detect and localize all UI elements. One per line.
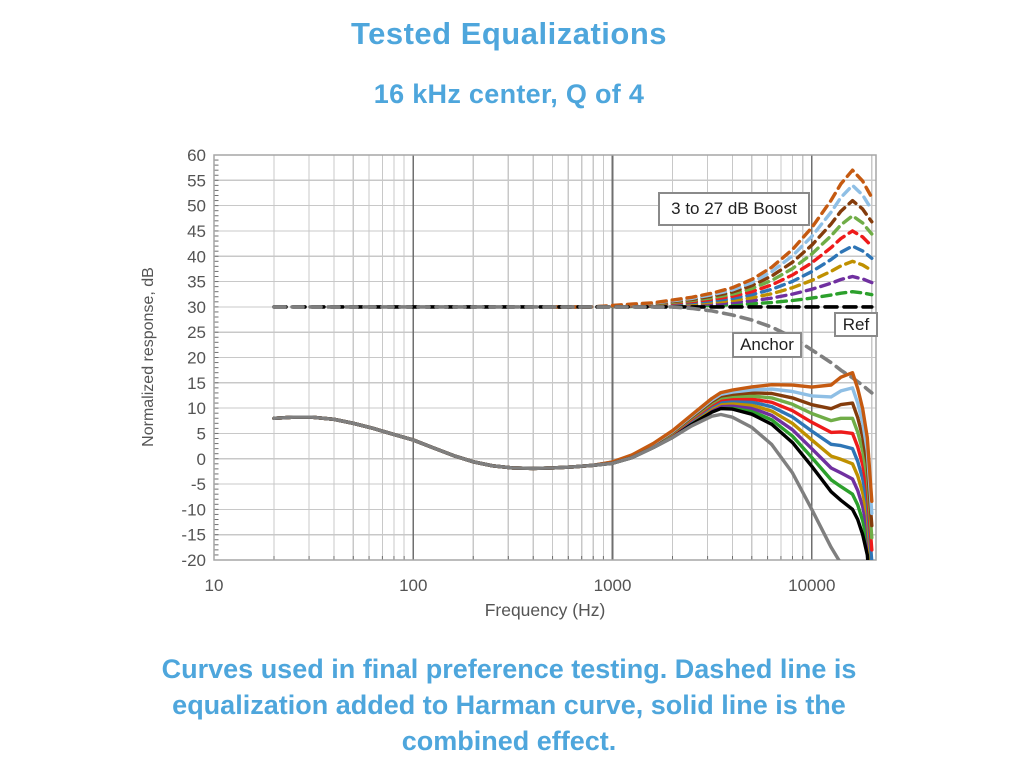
y-tick-label: 45 [187,222,206,241]
y-tick-label: 20 [187,349,206,368]
x-tick-label: 1000 [594,576,632,595]
figure-caption: Curves used in final preference testing.… [59,651,959,759]
y-tick-label: 50 [187,197,206,216]
y-tick-label: -10 [181,500,206,519]
ref-annotation: Ref [834,312,878,337]
y-tick-label: 15 [187,374,206,393]
anchor-annotation: Anchor [732,332,802,358]
y-tick-label: 40 [187,247,206,266]
caption-line: Curves used in final preference testing.… [161,654,857,684]
y-axis-title: Normalized response, dB [140,267,157,447]
x-tick-label: 100 [399,576,427,595]
y-tick-label: -5 [191,475,206,494]
caption-line: combined effect. [401,726,617,756]
caption-line: equalization added to Harman curve, soli… [172,690,846,720]
y-tick-label: -15 [181,526,206,545]
eq-chart: 60 55 50 45 40 35 30 25 20 15 10 5 0 -5 -10 -15 -20 10 100… [130,140,900,640]
page-subtitle: 16 kHz center, Q of 4 [373,79,645,109]
y-tick-label: 60 [187,146,206,165]
y-tick-label: 10 [187,399,206,418]
y-tick-label: 30 [187,298,206,317]
page-title: Tested Equalizations [350,16,668,51]
anchor-response-curve [272,412,841,560]
anchor-eq-dashed-curve [272,305,874,395]
x-tick-label: 10000 [788,576,835,595]
y-tick-label: 0 [197,450,206,469]
y-tick-label: 55 [187,171,206,190]
plot-border [213,154,877,561]
dashed-eq-curve-27db [550,168,874,309]
x-axis-title: Frequency (Hz) [484,600,606,620]
y-tick-label: 25 [187,323,206,342]
y-tick-label: -20 [181,551,206,570]
y-tick-label: 5 [197,424,206,443]
y-tick-label: 35 [187,273,206,292]
boost-range-annotation: 3 to 27 dB Boost [658,192,810,226]
x-tick-label: 10 [205,576,224,595]
